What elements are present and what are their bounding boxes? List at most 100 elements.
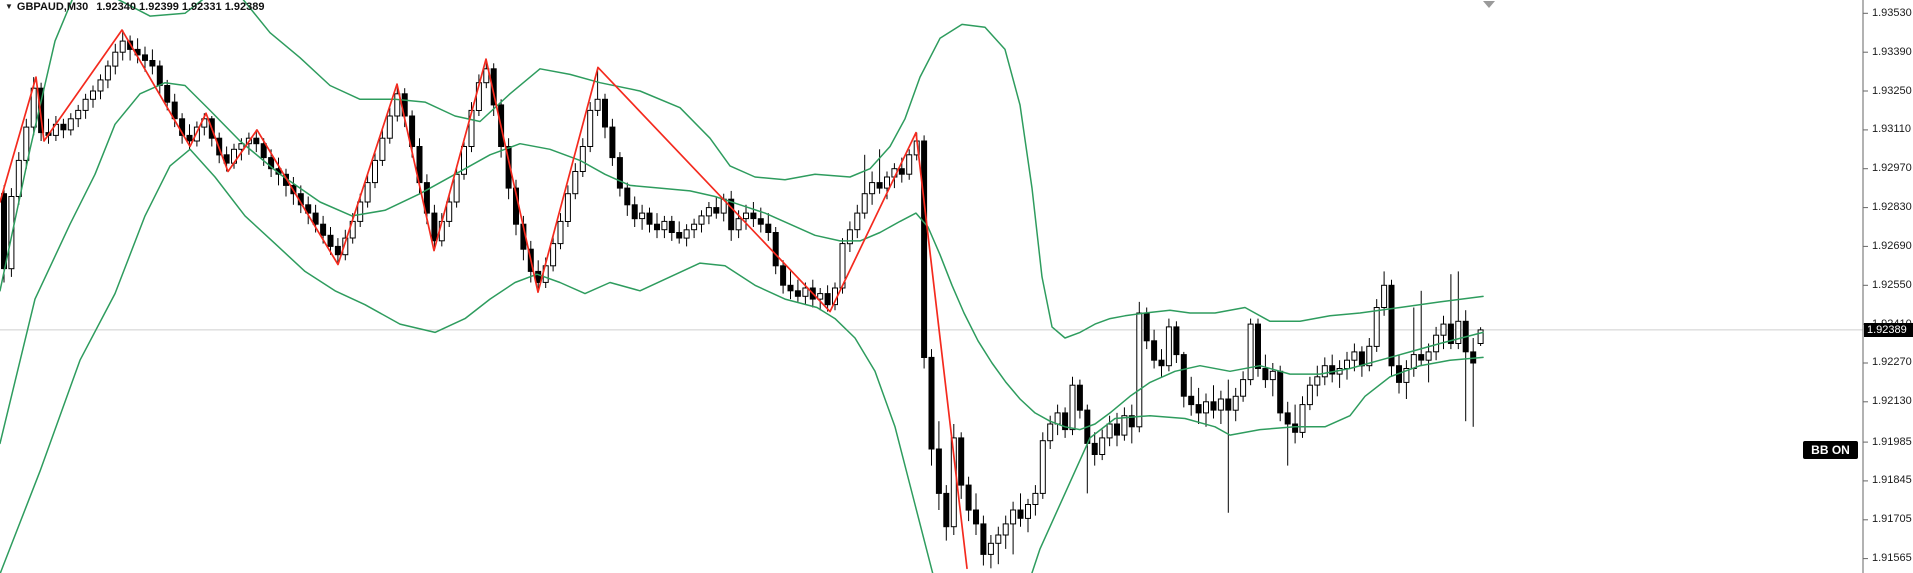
bear-candle-body xyxy=(409,115,416,147)
bear-candle-body xyxy=(1151,340,1158,361)
bull-candle-body xyxy=(594,98,601,111)
bear-candle-body xyxy=(765,223,772,233)
bull-candle-body xyxy=(587,109,594,147)
bull-candle-body xyxy=(8,196,15,270)
chart-title: ▼ GBPAUD,M30 1.92340 1.92399 1.92331 1.923… xyxy=(5,1,264,13)
bear-candle-body xyxy=(327,234,334,247)
bull-candle-body xyxy=(30,87,37,128)
bear-candle-body xyxy=(713,207,720,214)
bear-candle-body xyxy=(973,509,979,525)
bull-candle-body xyxy=(884,176,890,189)
bull-candle-body xyxy=(1344,359,1350,370)
candles-layer xyxy=(1,30,1484,569)
bull-candle-body xyxy=(364,182,371,203)
bull-candle-body xyxy=(550,243,557,267)
bull-candle-body xyxy=(1025,504,1031,519)
bull-candle-body xyxy=(1381,284,1388,308)
bull-candle-body xyxy=(639,212,646,220)
bear-candle-body xyxy=(320,223,327,236)
bull-candle-body xyxy=(342,237,349,256)
bear-candle-body xyxy=(1358,351,1365,367)
axis-tick-label: 1.91985 xyxy=(1872,436,1912,448)
bull-candle-body xyxy=(743,212,749,220)
bull-candle-body xyxy=(1351,351,1358,361)
bear-candle-body xyxy=(1158,359,1165,367)
bull-candle-body xyxy=(1269,370,1276,381)
bull-candle-body xyxy=(846,229,853,245)
bull-candle-body xyxy=(357,201,364,222)
bear-candle-body xyxy=(602,98,608,128)
bull-candle-body xyxy=(1165,326,1172,367)
bear-candle-body xyxy=(824,293,831,306)
bear-candle-body xyxy=(1447,323,1454,345)
axis-tick-label: 1.92130 xyxy=(1872,395,1912,407)
axis-tick-label: 1.91705 xyxy=(1872,513,1912,525)
bull-candle-body xyxy=(995,534,1002,544)
ohlc-quote-values: 1.92340 1.92399 1.92331 1.92389 xyxy=(96,1,265,13)
axis-tick-label: 1.92690 xyxy=(1872,240,1912,252)
bull-candle-body xyxy=(75,109,82,120)
bull-candle-body xyxy=(735,218,742,231)
bull-candle-body xyxy=(1240,379,1247,397)
bear-candle-body xyxy=(609,126,616,159)
bollinger-lower-band xyxy=(0,148,1484,573)
current-price-label: 1.92389 xyxy=(1864,323,1913,337)
bull-candle-body xyxy=(1217,398,1224,411)
chart-shift-marker-icon[interactable] xyxy=(1483,1,1495,8)
bear-candle-body xyxy=(624,187,631,206)
bear-candle-body xyxy=(1418,354,1425,361)
bull-candle-body xyxy=(572,171,579,195)
bear-candle-body xyxy=(142,54,148,61)
bull-candle-body xyxy=(1136,312,1143,428)
bear-candle-body xyxy=(646,212,653,225)
axis-tick-label: 1.93530 xyxy=(1872,7,1912,19)
bear-candle-body xyxy=(654,223,660,231)
bear-candle-body xyxy=(794,290,801,297)
bear-candle-body xyxy=(253,137,260,145)
bear-candle-body xyxy=(431,212,438,242)
bull-candle-body xyxy=(1321,365,1328,378)
bear-candle-body xyxy=(1262,368,1269,381)
bull-candle-body xyxy=(1069,384,1076,431)
bull-candle-body xyxy=(119,40,126,53)
bear-candle-body xyxy=(1225,398,1232,411)
bear-candle-body xyxy=(1277,370,1284,414)
bear-candle-body xyxy=(1173,326,1180,356)
bull-candle-body xyxy=(1232,395,1239,411)
bear-candle-body xyxy=(787,284,794,292)
symbol-dropdown-arrow-icon[interactable]: ▼ xyxy=(5,2,13,11)
bull-candle-body xyxy=(1106,423,1113,439)
bear-candle-body xyxy=(312,212,319,225)
bull-candle-body xyxy=(691,223,698,231)
zigzag-line xyxy=(0,29,968,570)
bear-candle-body xyxy=(1292,423,1299,433)
bb-toggle-button[interactable]: BB ON xyxy=(1803,441,1858,459)
bear-candle-body xyxy=(1284,412,1291,425)
bull-candle-body xyxy=(1477,329,1484,344)
bull-candle-body xyxy=(817,293,824,300)
axis-tick-label: 1.91845 xyxy=(1872,474,1912,486)
bull-candle-body xyxy=(453,173,460,203)
bear-candle-body xyxy=(334,245,341,256)
bear-candle-body xyxy=(305,204,312,214)
bull-candle-body xyxy=(386,115,393,139)
bull-candle-body xyxy=(854,212,861,231)
bull-candle-body xyxy=(869,182,876,195)
bull-candle-body xyxy=(1366,345,1373,367)
bear-candle-body xyxy=(268,157,275,170)
bull-candle-body xyxy=(906,154,913,175)
bear-candle-body xyxy=(980,523,987,555)
bear-candle-body xyxy=(260,143,267,159)
bear-candle-body xyxy=(780,265,787,286)
bear-candle-body xyxy=(1143,312,1150,342)
bear-candle-body xyxy=(490,68,497,106)
bull-candle-body xyxy=(67,118,74,131)
bear-candle-body xyxy=(676,232,683,239)
bear-candle-body xyxy=(164,85,171,103)
bear-candle-body xyxy=(1180,354,1187,397)
bear-candle-body xyxy=(935,448,942,494)
bull-candle-body xyxy=(23,126,30,161)
bear-candle-body xyxy=(1195,404,1202,414)
